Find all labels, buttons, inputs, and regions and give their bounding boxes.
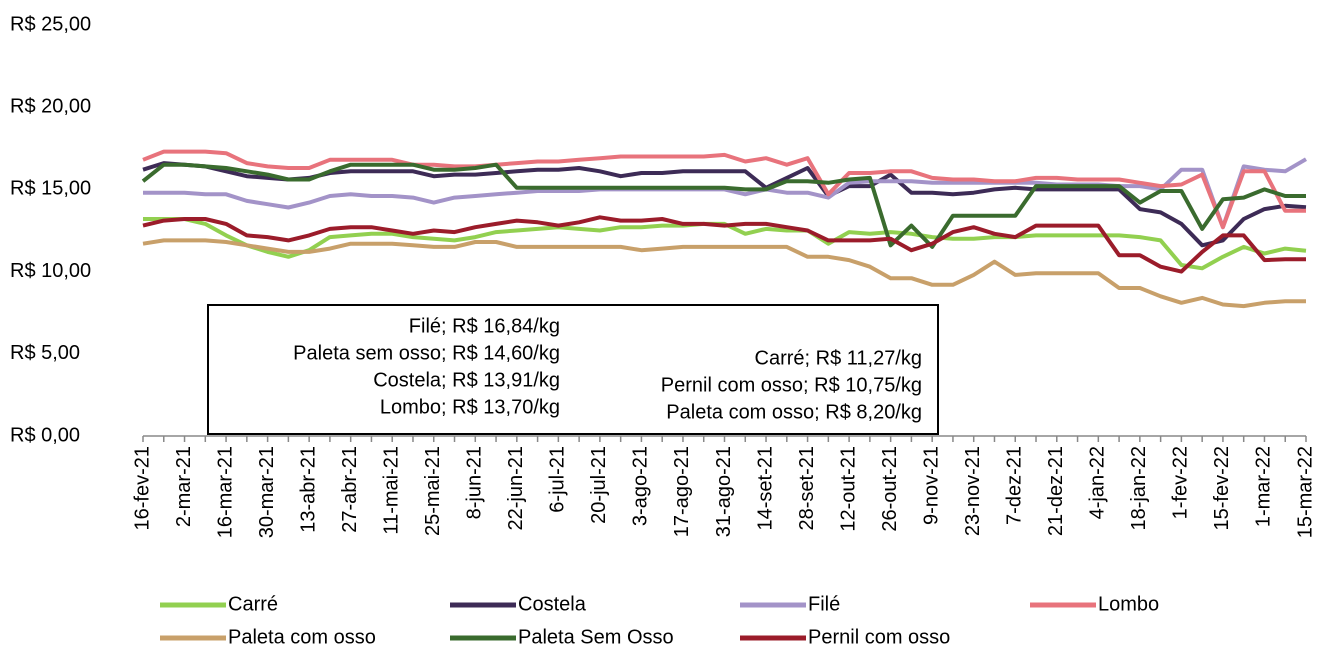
x-tick-label: 17-ago-21 [671, 446, 693, 537]
x-tick-label: 9-nov-21 [920, 446, 942, 525]
x-tick-label: 12-out-21 [837, 446, 859, 532]
legend-label: Carré [228, 593, 278, 615]
x-tick-label: 1-fev-22 [1170, 446, 1192, 519]
x-tick-label: 3-ago-21 [630, 446, 652, 526]
y-tick-label: R$ 0,00 [10, 424, 80, 446]
x-tick-label: 30-mar-21 [256, 446, 278, 538]
x-tick-label: 16-fev-21 [131, 446, 153, 531]
x-tick-label: 7-dez-21 [1004, 446, 1026, 525]
x-tick-label: 26-out-21 [879, 446, 901, 532]
y-tick-label: R$ 20,00 [10, 95, 91, 117]
x-tick-label: 11-mai-21 [380, 446, 402, 535]
legend-label: Lombo [1098, 593, 1159, 615]
x-tick-label: 16-mar-21 [214, 446, 236, 538]
x-tick-label: 4-jan-22 [1087, 446, 1109, 519]
series-line [142, 149, 1306, 230]
x-tick-label: 25-mai-21 [422, 446, 444, 536]
y-tick-label: R$ 10,00 [10, 260, 91, 282]
x-tick-label: 21-dez-21 [1045, 446, 1067, 536]
y-tick-label: R$ 5,00 [10, 342, 80, 364]
annotation: Carré; R$ 11,27/kg [755, 347, 923, 369]
x-tick-label: 27-abr-21 [339, 446, 361, 533]
annotation: Costela; R$ 13,91/kg [373, 369, 560, 391]
x-tick-label: 6-jul-21 [547, 446, 569, 513]
x-tick-label: 13-abr-21 [297, 446, 319, 533]
legend-label: Costela [518, 593, 587, 615]
legend-label: Filé [808, 593, 840, 615]
annotation: Lombo; R$ 13,70/kg [380, 396, 560, 418]
series-line [142, 215, 1306, 274]
x-tick-label: 18-jan-22 [1128, 446, 1150, 531]
annotation-box [207, 304, 939, 435]
x-tick-label: 20-jul-21 [588, 446, 610, 524]
annotation: Paleta sem osso; R$ 14,60/kg [293, 342, 560, 364]
x-tick-label: 31-ago-21 [713, 446, 735, 537]
x-tick-label: 2-mar-21 [173, 446, 195, 527]
legend-label: Pernil com osso [808, 626, 950, 648]
x-tick-label: 14-set-21 [754, 446, 776, 531]
y-tick-label: R$ 15,00 [10, 178, 91, 200]
series-line [142, 238, 1306, 309]
x-tick-label: 23-nov-21 [962, 446, 984, 536]
x-tick-label: 8-jun-21 [464, 446, 486, 519]
x-tick-label: 28-set-21 [796, 446, 818, 531]
legend-label: Paleta Sem Osso [518, 626, 674, 648]
x-tick-label: 1-mar-22 [1253, 446, 1275, 527]
annotation: Filé; R$ 16,84/kg [409, 315, 560, 337]
annotation: Pernil com osso; R$ 10,75/kg [661, 374, 922, 396]
annotation: Paleta com osso; R$ 8,20/kg [666, 401, 922, 423]
x-tick-label: 22-jun-21 [505, 446, 527, 531]
legend-label: Paleta com osso [228, 626, 376, 648]
series-line [141, 162, 1306, 249]
x-tick-label: 15-mar-22 [1294, 446, 1316, 538]
series-line [142, 161, 1307, 248]
y-tick-label: R$ 25,00 [10, 13, 91, 35]
x-tick-label: 15-fev-22 [1211, 446, 1233, 531]
